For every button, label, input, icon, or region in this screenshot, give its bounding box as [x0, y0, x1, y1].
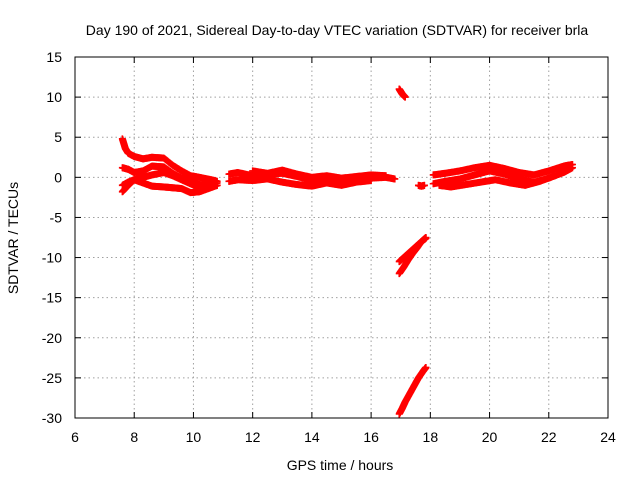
x-tick-label: 8 [130, 429, 138, 445]
series-arc-10 [395, 234, 430, 266]
x-tick-label: 14 [304, 429, 320, 445]
data-point [422, 363, 430, 371]
data-points [118, 85, 576, 418]
series-arc-8 [395, 85, 409, 101]
series-arc-7 [249, 166, 390, 182]
series-arc-15 [435, 172, 559, 191]
chart-title: Day 190 of 2021, Sidereal Day-to-day VTE… [86, 22, 589, 38]
y-tick-label: -30 [42, 410, 62, 426]
y-tick-label: 15 [46, 49, 62, 65]
y-axis-label: SDTVAR / TECUs [5, 182, 21, 294]
y-tick-label: -20 [42, 330, 62, 346]
y-tick-label: -15 [42, 290, 62, 306]
tick-labels: 6 8 10 12 14 16 18 20 22 24 -30 -25 -20 -15 -10 -5 0 5 10 1… [42, 49, 616, 445]
series-arc-11 [395, 363, 430, 418]
series-arc-1 [118, 135, 221, 185]
x-tick-label: 18 [423, 429, 439, 445]
x-tick-label: 24 [600, 429, 616, 445]
y-tick-label: 0 [54, 169, 62, 185]
y-tick-label: -5 [50, 209, 63, 225]
data-point [401, 93, 409, 101]
data-point [551, 172, 559, 180]
series-arc-4 [118, 176, 221, 197]
data-point [420, 181, 428, 189]
series-arc-12 [414, 181, 428, 190]
x-tick-label: 20 [482, 429, 498, 445]
data-point [213, 181, 221, 189]
y-tick-label: -10 [42, 250, 62, 266]
data-point [568, 164, 576, 172]
x-tick-label: 22 [541, 429, 557, 445]
x-tick-label: 10 [186, 429, 202, 445]
x-axis-label: GPS time / hours [287, 457, 394, 473]
data-point [422, 234, 430, 242]
data-point [391, 175, 399, 183]
y-tick-label: -25 [42, 370, 62, 386]
plot-frame [74, 56, 609, 419]
y-tick-label: 5 [54, 129, 62, 145]
data-point [382, 172, 390, 180]
x-tick-label: 16 [363, 429, 379, 445]
series-arc-6 [225, 175, 375, 190]
x-tick-label: 6 [71, 429, 79, 445]
y-tick-label: 10 [46, 89, 62, 105]
x-tick-label: 12 [245, 429, 261, 445]
